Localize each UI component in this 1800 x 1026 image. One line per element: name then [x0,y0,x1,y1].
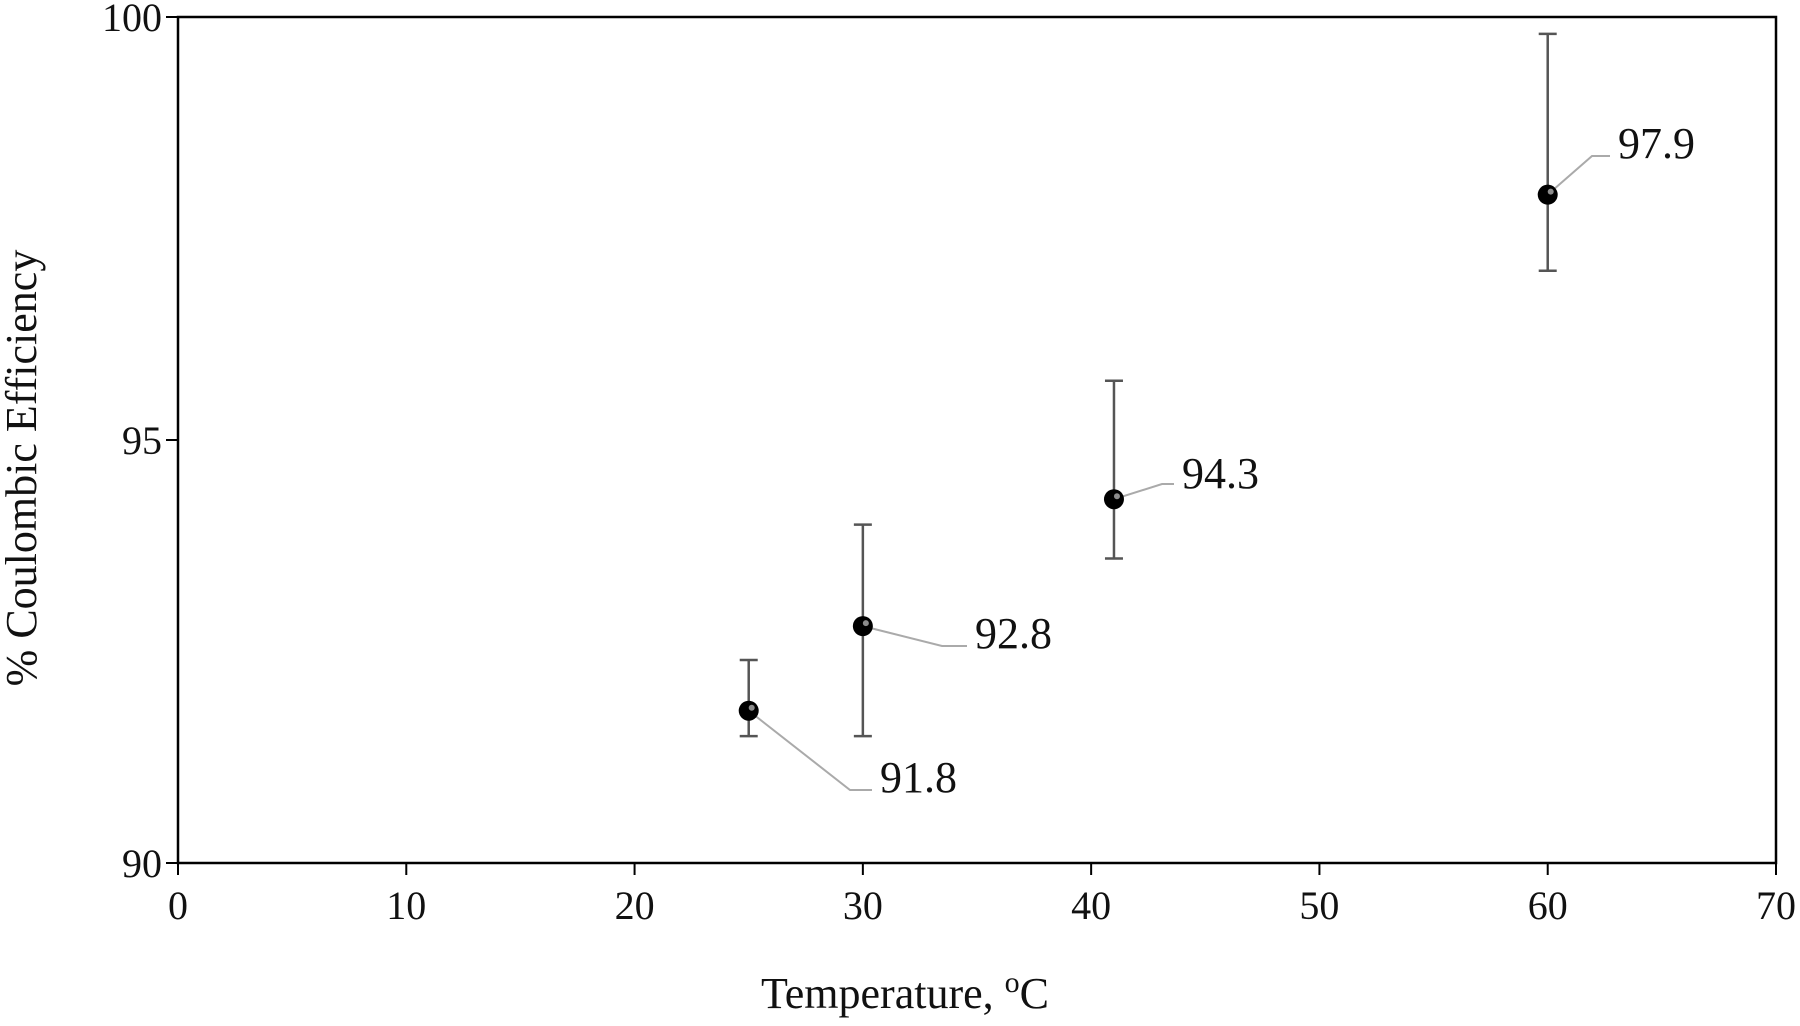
plot-area [176,15,1778,865]
data-point-highlight [1547,188,1554,195]
data-point [1103,489,1124,510]
y-tick-label: 95 [122,418,162,463]
data-label: 97.9 [1618,119,1695,168]
x-tick-label: 20 [615,883,655,928]
data-point [1537,184,1558,205]
x-axis-title-unit-sup: o [1005,966,1020,999]
x-tick-label: 30 [843,883,883,928]
data-point-highlight [748,704,755,711]
y-axis-title: % Coulombic Efficiency [0,250,46,687]
data-label: 91.8 [880,753,957,802]
data-point [738,700,759,721]
x-axis-title: Temperature, oC [761,966,1049,1018]
y-tick-label: 90 [122,841,162,886]
data-label-leader [1547,155,1610,196]
x-axis-title-text: Temperature, [761,969,1005,1018]
x-tick-label: 60 [1528,883,1568,928]
y-tick-label: 100 [102,0,162,40]
x-tick-label: 70 [1756,883,1796,928]
data-point-highlight [1113,493,1120,500]
x-tick-label: 50 [1299,883,1339,928]
x-tick-label: 0 [168,883,188,928]
data-label-leader [862,625,967,647]
data-label: 92.8 [975,609,1052,658]
data-point-highlight [862,620,869,627]
data-label: 94.3 [1182,449,1259,498]
data-label-leader [748,709,872,791]
x-tick-label: 10 [386,883,426,928]
x-tick-label: 40 [1071,883,1111,928]
x-axis-title-unit: C [1020,969,1049,1018]
data-label-leader [1113,483,1174,501]
data-point [852,616,873,637]
